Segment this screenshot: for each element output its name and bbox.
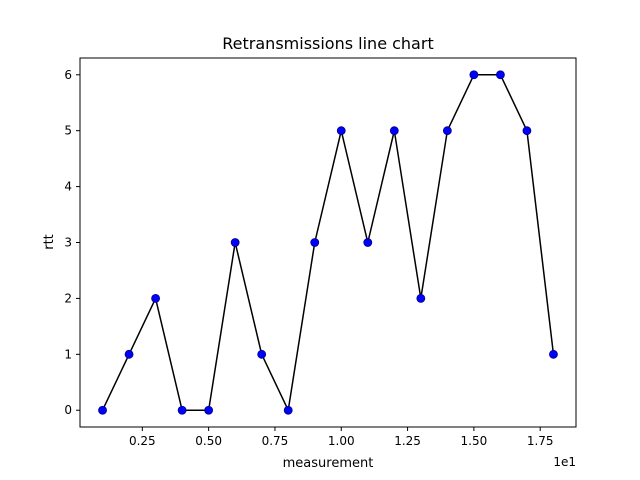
data-point: [124, 349, 134, 359]
data-point: [98, 405, 107, 415]
y-axis-label: rtt: [42, 234, 57, 250]
data-point: [389, 126, 399, 136]
chart-title: Retransmissions line chart: [222, 34, 433, 53]
data-point: [549, 349, 558, 359]
x-tick-label: 1.75: [527, 434, 554, 448]
data-point: [230, 238, 240, 247]
y-axis: 0 1 2 3 4 5 6: [64, 68, 80, 417]
data-point: [442, 126, 452, 136]
x-tick-label: 1.25: [394, 434, 421, 448]
series-line: [101, 74, 555, 411]
data-point: [336, 126, 346, 136]
x-tick-label: 0.25: [129, 434, 156, 448]
y-tick-label: 1: [64, 347, 72, 361]
x-axis-offset-label: 1e1: [553, 455, 576, 469]
x-tick-label: 0.50: [195, 434, 222, 448]
data-point: [310, 238, 320, 247]
data-point: [177, 405, 187, 415]
y-tick-label: 4: [64, 180, 72, 194]
y-tick-label: 3: [64, 236, 72, 250]
x-axis: 0.25 0.50 0.75 1.00 1.25 1.50 1.75: [129, 427, 554, 448]
data-point: [522, 126, 532, 136]
x-tick-label: 1.50: [461, 434, 488, 448]
data-point: [283, 405, 293, 415]
x-tick-label: 1.00: [328, 434, 355, 448]
x-axis-label: measurement: [283, 456, 374, 471]
data-point: [469, 70, 479, 80]
data-point: [151, 294, 160, 303]
data-point: [257, 349, 267, 359]
y-tick-label: 0: [64, 403, 72, 417]
plot-area: [98, 70, 558, 415]
y-tick-label: 2: [64, 291, 72, 305]
data-point: [496, 70, 505, 80]
data-point: [363, 238, 373, 247]
y-tick-label: 6: [64, 68, 72, 82]
y-tick-label: 5: [64, 124, 72, 138]
x-tick-label: 0.75: [262, 434, 289, 448]
data-point: [204, 405, 214, 415]
data-point: [416, 294, 426, 303]
